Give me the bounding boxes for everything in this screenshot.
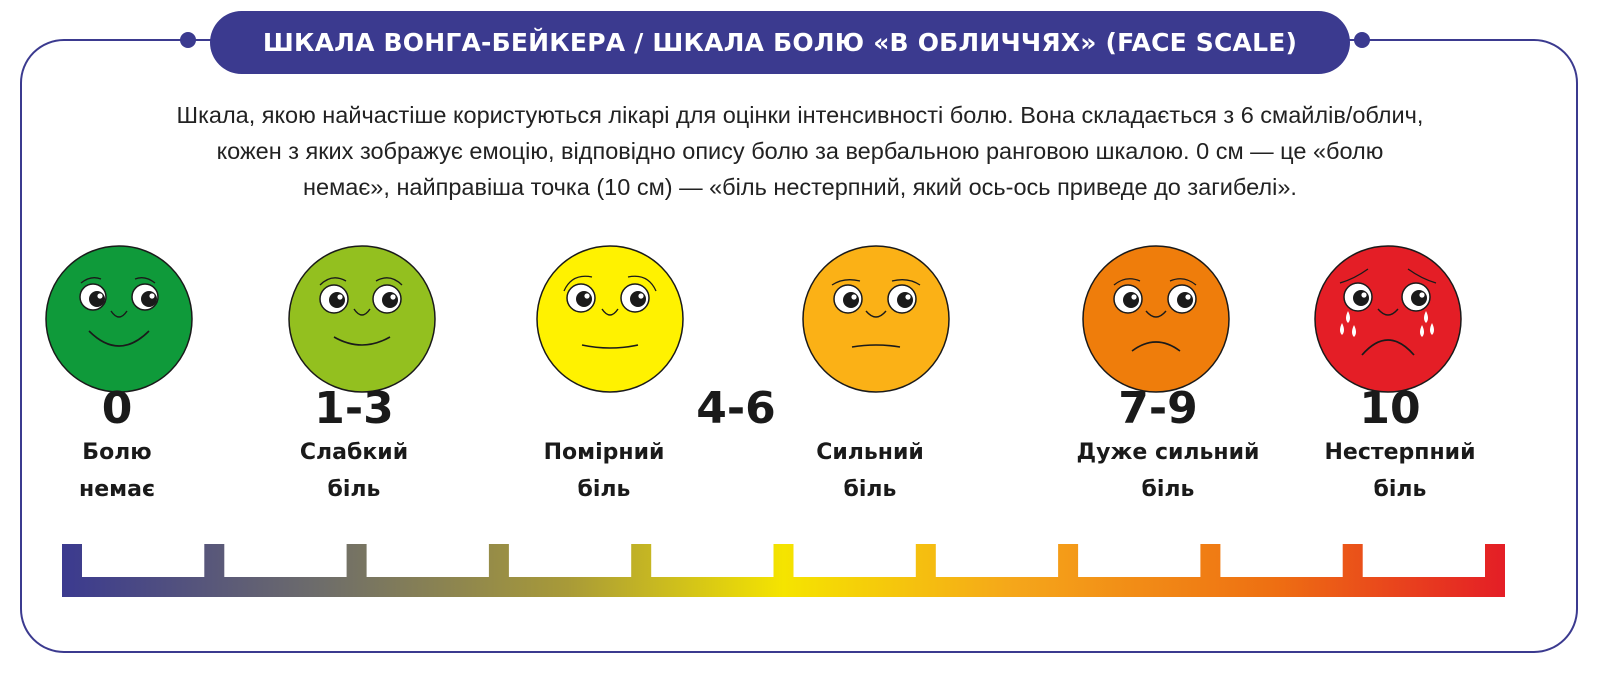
value-0: 0 — [101, 383, 133, 434]
face-mild-icon — [288, 245, 436, 393]
label-no-pain: Болю немає — [0, 434, 237, 508]
label-very-severe: Дуже сильний біль — [1048, 434, 1288, 508]
ruler-tick-8 — [1200, 544, 1221, 584]
ruler-tick-4 — [631, 544, 652, 584]
description-line-3: немає», найправіша точка (10 см) — «біль… — [303, 174, 1297, 200]
ruler-tick-9 — [1342, 544, 1363, 584]
label-unbearable-line-2: біль — [1373, 477, 1427, 502]
label-moderate-line-2: біль — [577, 477, 631, 502]
value-10: 10 — [1359, 383, 1421, 434]
face-severe-icon — [802, 245, 950, 393]
header-dot-right — [1354, 32, 1370, 48]
label-mild: Слабкий біль — [234, 434, 474, 508]
label-severe-line-1: Сильний — [816, 440, 924, 465]
ruler-group — [62, 544, 1505, 597]
label-no-pain-line-2: немає — [79, 477, 155, 502]
value-4-6: 4-6 — [696, 383, 776, 434]
label-very-severe-line-2: біль — [1141, 477, 1195, 502]
label-unbearable-line-1: Нестерпний — [1324, 440, 1476, 465]
value-7-9: 7-9 — [1118, 383, 1198, 434]
label-no-pain-line-1: Болю — [82, 440, 152, 465]
ruler-tick-3 — [488, 544, 509, 584]
value-1-3: 1-3 — [314, 383, 394, 434]
ruler-tick-0 — [62, 544, 82, 597]
label-mild-line-1: Слабкий — [299, 440, 409, 465]
label-severe: Сильний біль — [750, 434, 990, 508]
ruler-tick-7 — [1058, 544, 1079, 584]
ruler-tick-10 — [1485, 544, 1505, 597]
description-line-2: кожен з яких зображує емоцію, відповідно… — [216, 138, 1384, 164]
face-very-severe-icon — [1082, 245, 1230, 393]
description-line-1: Шкала, якою найчастіше користуються ліка… — [176, 102, 1424, 128]
label-moderate-line-1: Помірний — [543, 440, 665, 465]
face-unbearable-icon — [1314, 245, 1462, 393]
page-title: ШКАЛА ВОНГА-БЕЙКЕРА / ШКАЛА БОЛЮ «В ОБЛИ… — [210, 11, 1350, 74]
face-no-pain-icon — [45, 245, 193, 393]
description: Шкала, якою найчастіше користуються ліка… — [60, 97, 1540, 205]
label-severe-line-2: біль — [843, 477, 897, 502]
label-very-severe-line-1: Дуже сильний — [1076, 440, 1260, 465]
label-moderate: Помірний біль — [484, 434, 724, 508]
label-unbearable: Нестерпний біль — [1280, 434, 1520, 508]
ruler-tick-2 — [346, 544, 367, 584]
label-mild-line-2: біль — [327, 477, 381, 502]
header-dot-left — [180, 32, 196, 48]
ruler-bar — [62, 577, 1505, 597]
face-moderate-icon — [536, 245, 684, 393]
ruler-tick-1 — [204, 544, 225, 584]
ruler-tick-6 — [915, 544, 936, 584]
ruler-tick-5 — [773, 544, 794, 584]
